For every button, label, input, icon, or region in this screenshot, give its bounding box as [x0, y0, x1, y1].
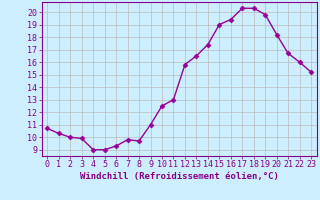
- X-axis label: Windchill (Refroidissement éolien,°C): Windchill (Refroidissement éolien,°C): [80, 172, 279, 181]
